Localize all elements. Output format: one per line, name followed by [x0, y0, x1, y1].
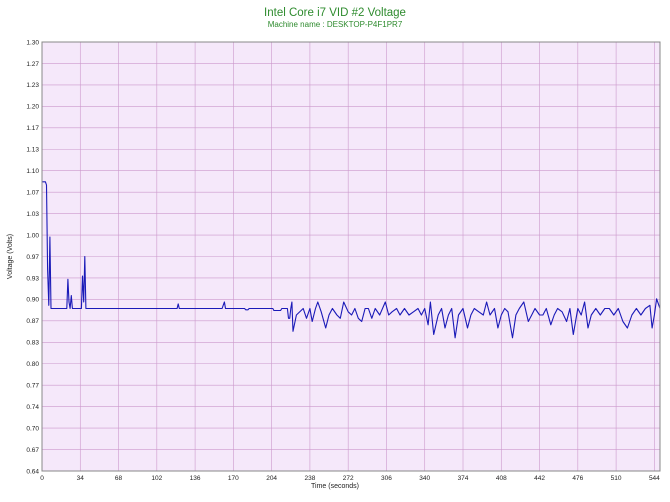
y-tick-label: 1.27 — [26, 61, 39, 68]
y-tick-label: 1.03 — [26, 211, 39, 218]
y-tick-label: 1.00 — [26, 232, 39, 239]
x-tick-label: 340 — [419, 475, 430, 482]
x-tick-label: 374 — [458, 475, 469, 482]
y-tick-label: 0.64 — [26, 468, 39, 475]
y-tick-label: 1.10 — [26, 168, 39, 175]
y-tick-label: 0.80 — [26, 361, 39, 368]
y-tick-label: 1.13 — [26, 147, 39, 154]
x-tick-label: 170 — [228, 475, 239, 482]
x-tick-label: 442 — [534, 475, 545, 482]
y-tick-label: 0.97 — [26, 254, 39, 261]
y-axis-label: Voltage (Volts) — [7, 234, 14, 279]
chart-title: Intel Core i7 VID #2 Voltage — [264, 7, 406, 19]
plot-frame — [41, 41, 661, 472]
x-tick-label: 544 — [649, 475, 660, 482]
x-tick-label: 476 — [572, 475, 583, 482]
y-tick-label: 1.20 — [26, 104, 39, 111]
y-axis-ticks: 0.64 0.67 0.70 0.74 0.77 0.80 0.83 0.87 0.90 0.93… — [26, 39, 39, 475]
y-tick-label: 0.67 — [26, 447, 39, 454]
x-tick-label: 306 — [381, 475, 392, 482]
y-tick-label: 0.77 — [26, 383, 39, 390]
y-tick-label: 0.83 — [26, 340, 39, 347]
y-tick-label: 0.74 — [26, 404, 39, 411]
y-tick-label: 0.93 — [26, 275, 39, 282]
chart-subtitle: Machine name : DESKTOP-P4F1PR7 — [268, 20, 403, 29]
x-axis-ticks: 0 34 68 102 136 170 204 238 272 306 340 374 408 442 47… — [40, 475, 660, 482]
y-tick-label: 1.17 — [26, 125, 39, 132]
y-tick-label: 1.30 — [26, 39, 39, 46]
x-tick-label: 238 — [304, 475, 315, 482]
y-tick-label: 0.87 — [26, 318, 39, 325]
grid-lines — [41, 41, 660, 472]
y-tick-label: 1.07 — [26, 189, 39, 196]
x-tick-label: 510 — [611, 475, 622, 482]
x-tick-label: 272 — [343, 475, 354, 482]
x-tick-label: 0 — [40, 475, 44, 482]
voltage-series-line — [42, 181, 661, 339]
y-tick-label: 0.90 — [26, 297, 39, 304]
y-tick-label: 1.23 — [26, 82, 39, 89]
x-tick-label: 204 — [266, 475, 277, 482]
x-tick-label: 34 — [77, 475, 85, 482]
x-tick-label: 136 — [190, 475, 201, 482]
x-tick-label: 102 — [151, 475, 162, 482]
x-tick-label: 408 — [496, 475, 507, 482]
y-tick-label: 0.70 — [26, 425, 39, 432]
x-tick-label: 68 — [115, 475, 123, 482]
x-axis-label: Time (seconds) — [311, 483, 359, 490]
